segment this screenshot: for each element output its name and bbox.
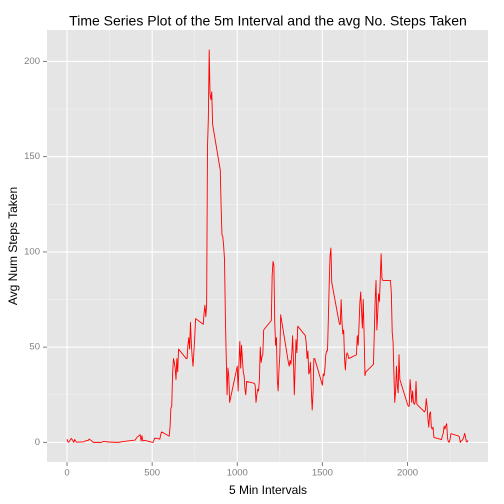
- x-tick-label: 1000: [227, 468, 248, 479]
- y-axis-label: Avg Num Steps Taken: [6, 187, 20, 305]
- y-tick-label: 0: [35, 437, 40, 448]
- x-axis-label: 5 Min Intervals: [229, 483, 307, 497]
- x-tick-label: 0: [64, 468, 69, 479]
- y-tick-label: 50: [29, 342, 40, 353]
- y-tick-label: 100: [24, 246, 40, 257]
- line-series: [66, 49, 469, 443]
- y-tick-label: 150: [24, 151, 40, 162]
- y-tick-label: 200: [24, 56, 40, 67]
- plot-panel: [47, 30, 488, 462]
- x-tick-label: 2000: [397, 468, 418, 479]
- x-tick-label: 1500: [312, 468, 333, 479]
- x-tick-label: 500: [144, 468, 160, 479]
- chart-title: Time Series Plot of the 5m Interval and …: [69, 13, 467, 29]
